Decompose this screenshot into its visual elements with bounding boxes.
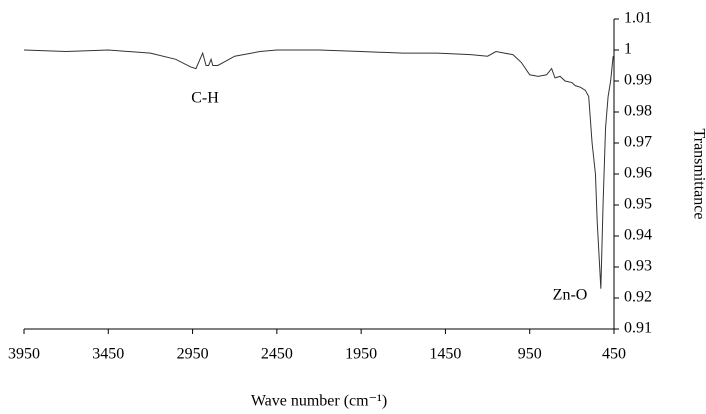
x-axis-label: Wave number (cm⁻¹) bbox=[251, 393, 387, 410]
y-tick-label: 0.97 bbox=[624, 134, 652, 151]
y-tick-label: 0.98 bbox=[624, 103, 652, 120]
y-tick-label: 0.91 bbox=[624, 320, 652, 337]
y-tick-label: 1.01 bbox=[624, 10, 652, 27]
y-tick-label: 0.94 bbox=[624, 227, 652, 244]
spectrum-line bbox=[23, 49, 614, 289]
x-tick-label: 2950 bbox=[177, 346, 209, 363]
x-tick-label: 2450 bbox=[261, 346, 293, 363]
x-tick-label: 1450 bbox=[429, 346, 461, 363]
annotation: Zn-O bbox=[553, 287, 588, 304]
x-tick-label: 3450 bbox=[92, 346, 124, 363]
x-tick-label: 450 bbox=[602, 346, 626, 363]
y-axis-label: Transmittance bbox=[690, 129, 706, 220]
x-tick-label: 950 bbox=[518, 346, 542, 363]
y-tick-label: 0.92 bbox=[624, 289, 652, 306]
y-tick-label: 0.93 bbox=[624, 258, 652, 275]
y-tick-label: 0.96 bbox=[624, 165, 652, 182]
annotation: C-H bbox=[191, 90, 219, 107]
x-tick-label: 3950 bbox=[8, 346, 40, 363]
y-tick-label: 1 bbox=[624, 41, 632, 58]
y-tick-label: 0.95 bbox=[624, 196, 652, 213]
y-tick-label: 0.99 bbox=[624, 72, 652, 89]
x-tick-label: 1950 bbox=[345, 346, 377, 363]
